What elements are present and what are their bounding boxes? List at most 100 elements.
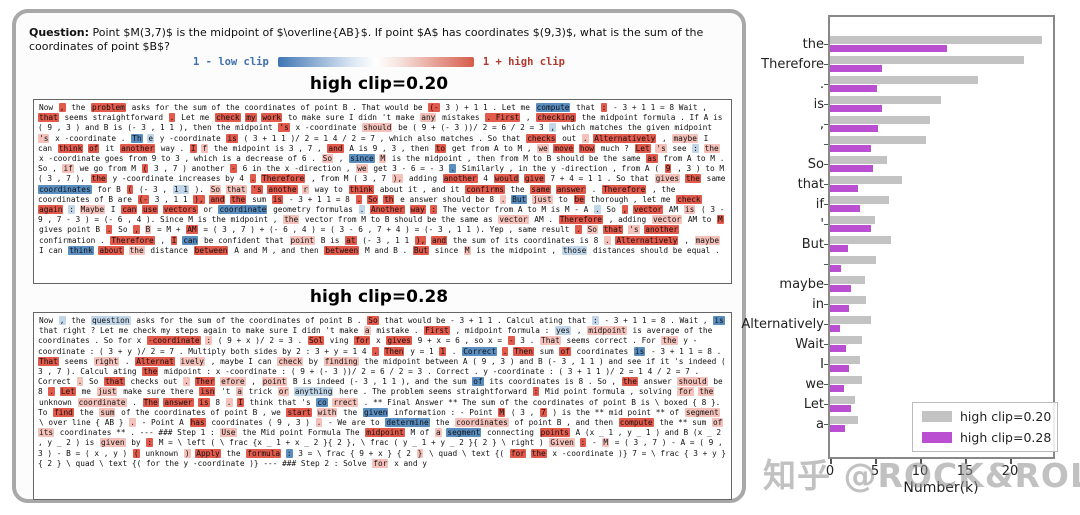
token: M = \ left ( \ frac {x _ 1 + x _ 2 }{ 2 … [158, 438, 544, 448]
token: 3 , 7 ) another [154, 164, 225, 174]
bar-maybe-clip020 [830, 276, 866, 284]
token: (- 3 , [138, 184, 168, 194]
token: Alternatively [615, 235, 679, 245]
token: Now [39, 103, 54, 112]
token: ( 9 + x )/ 2 = 3 . [217, 336, 303, 346]
token: asks for the sum of the coordinates of p… [131, 103, 423, 112]
y-tick-mark [824, 123, 828, 125]
token: trick [248, 387, 273, 397]
token: make sure there [123, 387, 194, 397]
token: is average of the coordinates . So for x [38, 326, 713, 346]
token: its [38, 428, 55, 438]
token: that would be - 3 + 1 1 . Calcul ating t… [384, 316, 587, 325]
token: the [703, 143, 720, 153]
bar-.-clip028 [830, 84, 877, 93]
token: is [683, 205, 696, 215]
token: the [90, 174, 107, 184]
legend-label: high clip=0.28 [960, 430, 1052, 445]
token: by [308, 356, 319, 366]
token: that [225, 184, 247, 194]
x-axis-label: Number(k) [903, 480, 979, 496]
token: But [412, 245, 429, 255]
token: get 3 - 6 = - 3 [373, 164, 444, 174]
token: . [168, 113, 176, 123]
token: is [713, 316, 725, 325]
token: } [416, 448, 424, 458]
token: So [586, 225, 598, 235]
token: vector [651, 215, 683, 225]
token: ), [193, 194, 205, 204]
y-tick-mark [824, 83, 828, 85]
y-tick-mark [824, 263, 828, 265]
x-tick-label: 5 [870, 464, 880, 479]
token: distance [150, 245, 188, 255]
x-tick-label: 0 [825, 464, 835, 479]
token: gives [654, 174, 681, 184]
token: thorough , let me [590, 194, 671, 204]
token: check [676, 194, 702, 204]
legend-entry: high clip=0.20 [922, 409, 1051, 424]
colorbar-legend: 1 - low clip 1 + high clip [16, 56, 742, 68]
token: . [48, 387, 56, 397]
token: use [141, 205, 159, 215]
bar-blank-clip020 [830, 136, 927, 144]
token: anothe [267, 184, 298, 194]
token: Mid point formula , solving [545, 387, 672, 397]
token: So [321, 154, 334, 164]
token: ( [126, 184, 134, 194]
token: ) [183, 448, 191, 458]
token: the midpoint is 3 , 7 , [213, 143, 322, 153]
token: ving [329, 336, 349, 346]
token: . [105, 225, 113, 235]
token: unknown [145, 448, 179, 458]
token: midpoint [365, 428, 405, 438]
token: : [579, 438, 587, 448]
y-tick-mark [824, 103, 828, 105]
token: the [142, 367, 159, 377]
token: , [549, 123, 557, 133]
token: seems [64, 356, 88, 366]
token: asks for the sum of the coordinates of p… [136, 316, 362, 325]
token: out [562, 133, 577, 143]
token: can [121, 205, 138, 215]
y-tick-label: the [802, 37, 824, 52]
bar-that-clip020 [830, 176, 902, 184]
token: another [442, 174, 478, 184]
token: about it , and it [379, 184, 460, 194]
bar-if-clip020 [830, 196, 889, 204]
token: the [435, 418, 450, 428]
y-tick-label: a [816, 417, 824, 432]
token: Therefore [110, 235, 155, 245]
token: way [409, 205, 426, 215]
token: check [215, 113, 241, 123]
token: determine [385, 418, 430, 428]
token: should [677, 377, 708, 387]
token: Similarly , in the y -direction , from A… [461, 164, 660, 174]
y-tick-mark [824, 203, 828, 205]
token: work [261, 113, 283, 123]
bar-I-clip028 [830, 364, 849, 373]
token: the sum of its coordinates is 8 [452, 235, 599, 245]
panel-title-clip028: high clip=0.28 [309, 287, 449, 307]
token: : [68, 205, 75, 215]
token: finding [323, 356, 359, 366]
token: point [261, 377, 288, 387]
bar-,-clip020 [830, 116, 930, 124]
token: But [511, 194, 528, 204]
token: (- [428, 103, 440, 112]
token: coordinates ( 9 , 3 ) [211, 418, 310, 428]
token: of point B , and then [514, 418, 614, 428]
token: f [201, 143, 209, 153]
token: points [539, 428, 570, 438]
token: the [530, 448, 547, 458]
token: , [662, 133, 667, 143]
token: between [193, 245, 229, 255]
token: mistake . [376, 326, 419, 336]
token: give [523, 174, 545, 184]
token: between [324, 245, 360, 255]
token: from A to M . So , [38, 154, 725, 174]
token: the midpoint formula . If A is ( 9 , 3 )… [38, 113, 723, 133]
token: (- [137, 194, 149, 204]
token: the ** sum [659, 418, 707, 428]
y-tick-label: if [815, 197, 824, 212]
